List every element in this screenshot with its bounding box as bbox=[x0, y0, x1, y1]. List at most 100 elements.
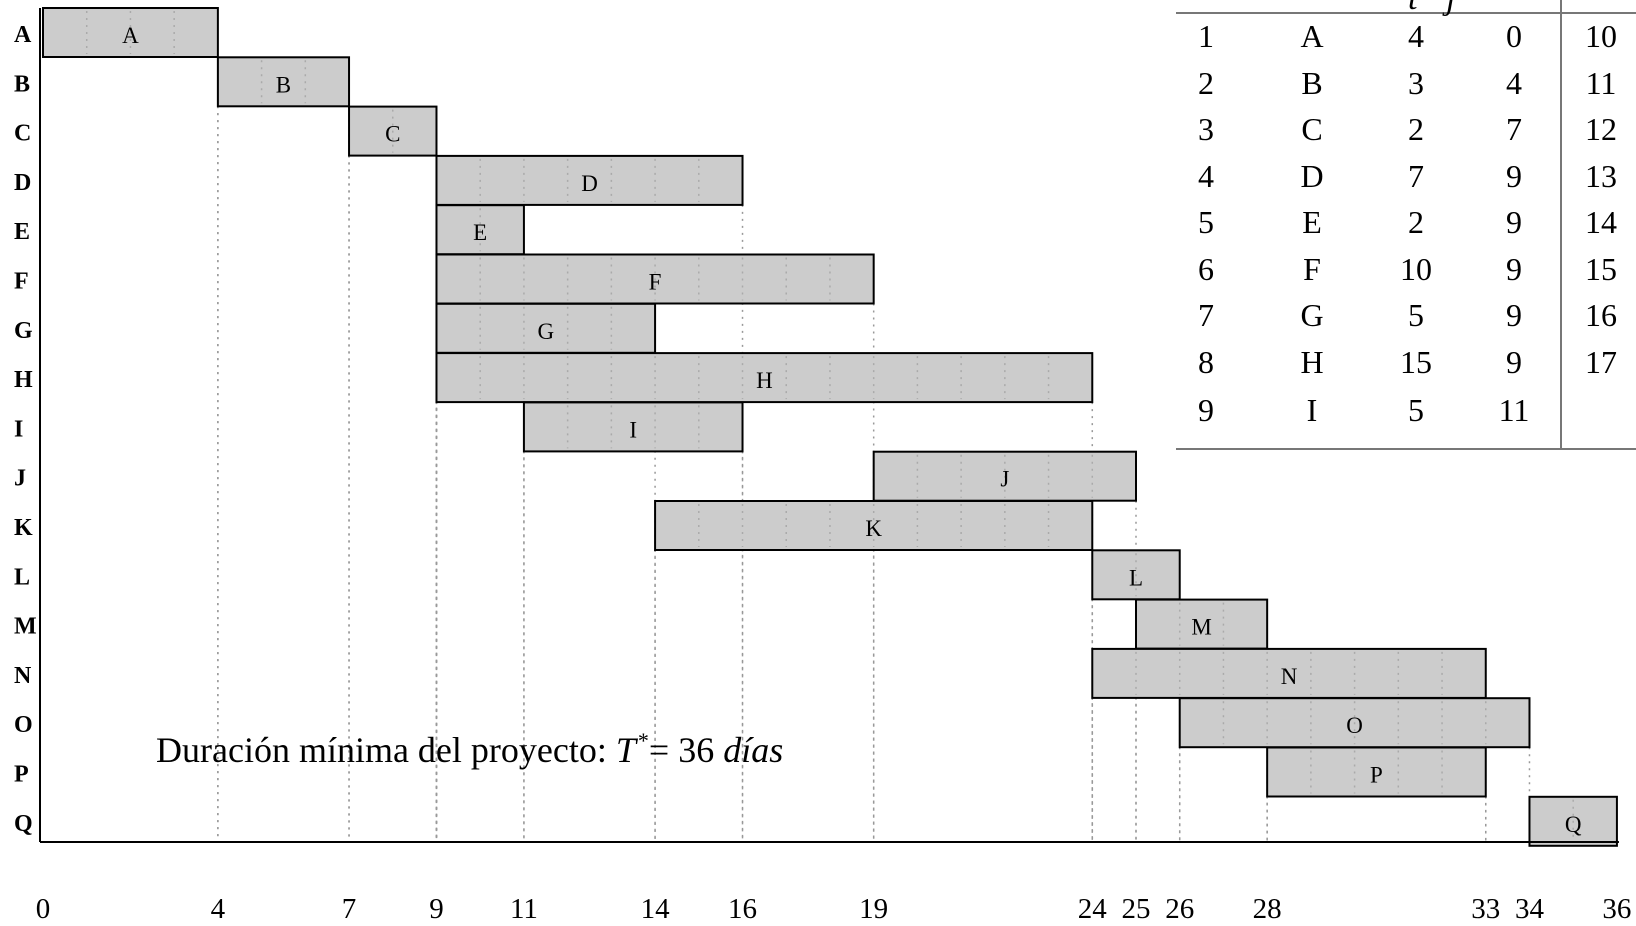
table-cell: 14 bbox=[1585, 204, 1617, 240]
row-label: E bbox=[14, 219, 30, 245]
table-row: 7 G 5 9 16 bbox=[1176, 297, 1636, 337]
table-cell: 9 bbox=[1506, 297, 1522, 333]
table-cell: 9 bbox=[1506, 204, 1522, 240]
task-bar bbox=[435, 302, 657, 354]
task-bar-label: N bbox=[1281, 664, 1298, 689]
table-cell: 5 bbox=[1408, 297, 1424, 333]
task-bar bbox=[1266, 746, 1487, 798]
table-bottom-rule bbox=[1176, 448, 1636, 450]
table-cell: 17 bbox=[1585, 343, 1617, 380]
table-cell: 15 bbox=[1585, 250, 1617, 287]
x-tick-label: 36 bbox=[1602, 893, 1631, 925]
table-row: 8 H 15 9 17 bbox=[1176, 344, 1636, 384]
table-cell: B bbox=[1301, 64, 1323, 101]
task-bar-label: I bbox=[629, 417, 637, 442]
task-bar-label: J bbox=[1000, 467, 1009, 492]
table-cell: 2 bbox=[1198, 64, 1214, 101]
table-cell: 11 bbox=[1498, 392, 1530, 428]
table-header-t: t bbox=[1408, 0, 1417, 18]
task-bar-label: B bbox=[276, 72, 291, 97]
task-bar-label: M bbox=[1191, 615, 1211, 640]
x-tick-label: 25 bbox=[1122, 893, 1151, 925]
row-label: Q bbox=[14, 811, 33, 837]
x-tick-label: 0 bbox=[36, 893, 51, 925]
task-bar bbox=[435, 352, 1094, 404]
row-label: L bbox=[14, 564, 30, 590]
x-tick-label: 26 bbox=[1165, 893, 1194, 925]
table-cell: F bbox=[1303, 250, 1321, 287]
table-cell: C bbox=[1301, 111, 1323, 147]
table-row: 9 I 5 11 bbox=[1176, 392, 1636, 432]
task-bar-label: D bbox=[581, 171, 598, 196]
x-tick-label: 4 bbox=[211, 893, 226, 925]
table-cell: 6 bbox=[1198, 250, 1214, 287]
task-bar-label: P bbox=[1370, 763, 1383, 788]
table-cell: 5 bbox=[1198, 204, 1214, 240]
table-row: 1 A 4 0 10 bbox=[1176, 18, 1636, 58]
x-tick-label: 33 bbox=[1471, 893, 1500, 925]
task-bar bbox=[435, 154, 744, 206]
table-cell: 9 bbox=[1506, 250, 1522, 287]
x-tick-label: 7 bbox=[342, 893, 357, 925]
table-cell: 7 bbox=[1198, 297, 1214, 333]
table-cell: 1 bbox=[1198, 18, 1214, 54]
table-cell: H bbox=[1300, 343, 1324, 380]
row-label: K bbox=[14, 515, 33, 541]
table-cell: 0 bbox=[1506, 18, 1522, 54]
table-row: 4 D 7 9 13 bbox=[1176, 158, 1636, 198]
x-tick-label: 9 bbox=[429, 893, 444, 925]
table-cell: 15 bbox=[1400, 343, 1432, 380]
note-symbol: T bbox=[615, 730, 636, 770]
table-cell: I bbox=[1306, 392, 1318, 428]
x-tick-label: 14 bbox=[641, 893, 671, 925]
table-row: 2 B 3 4 11 bbox=[1176, 65, 1636, 105]
task-bar bbox=[522, 401, 744, 453]
row-label: M bbox=[14, 614, 37, 640]
row-label: G bbox=[14, 318, 33, 344]
x-tick-label: 19 bbox=[859, 893, 888, 925]
row-label: B bbox=[14, 71, 30, 97]
table-header-j: j bbox=[1446, 0, 1455, 18]
x-tick-label: 24 bbox=[1078, 893, 1108, 925]
note-superscript: * bbox=[637, 728, 649, 753]
table-cell: 5 bbox=[1408, 392, 1424, 428]
table-cell: 2 bbox=[1408, 204, 1424, 240]
x-axis: 0 4 7 9 11 14 16 19 24 25 26 28 33 34 36 bbox=[36, 8, 1631, 925]
table-cell: 3 bbox=[1408, 64, 1424, 101]
task-bar bbox=[1091, 647, 1487, 699]
table-cell: 9 bbox=[1506, 343, 1522, 380]
task-bar-label: H bbox=[756, 368, 773, 393]
row-label: P bbox=[14, 762, 29, 788]
row-label: J bbox=[14, 466, 26, 492]
task-bar-label: L bbox=[1129, 565, 1143, 590]
table-cell: 12 bbox=[1585, 111, 1617, 147]
table-cell: E bbox=[1302, 204, 1322, 240]
table-row: 6 F 10 9 15 bbox=[1176, 251, 1636, 291]
note-prefix: Duración mínima del proyecto: bbox=[156, 730, 616, 770]
table-row: 5 E 2 9 14 bbox=[1176, 204, 1636, 244]
table-cell: 10 bbox=[1585, 18, 1617, 54]
row-label: O bbox=[14, 712, 33, 738]
table-cell: 4 bbox=[1198, 157, 1214, 194]
task-bar-label: G bbox=[537, 319, 554, 344]
note-unit: días bbox=[723, 730, 784, 770]
row-label: D bbox=[14, 170, 31, 196]
x-tick-label: 28 bbox=[1253, 893, 1282, 925]
x-tick-label: 16 bbox=[728, 893, 757, 925]
row-label: H bbox=[14, 367, 33, 393]
table-cell: 11 bbox=[1585, 64, 1617, 101]
task-bar-label: F bbox=[649, 270, 662, 295]
table-column-divider bbox=[1560, 0, 1562, 450]
task-bar-label: A bbox=[122, 23, 139, 48]
table-cell: D bbox=[1300, 157, 1324, 194]
table-cell: G bbox=[1300, 297, 1324, 333]
row-label: I bbox=[14, 416, 23, 442]
table-cell: 9 bbox=[1198, 392, 1214, 428]
table-cell: 3 bbox=[1198, 111, 1214, 147]
table-cell: 16 bbox=[1585, 297, 1617, 333]
table-cell: 7 bbox=[1408, 157, 1424, 194]
project-duration-note: Duración mínima del proyecto: T*= 36 día… bbox=[156, 728, 783, 771]
task-bar-label: O bbox=[1346, 713, 1363, 738]
